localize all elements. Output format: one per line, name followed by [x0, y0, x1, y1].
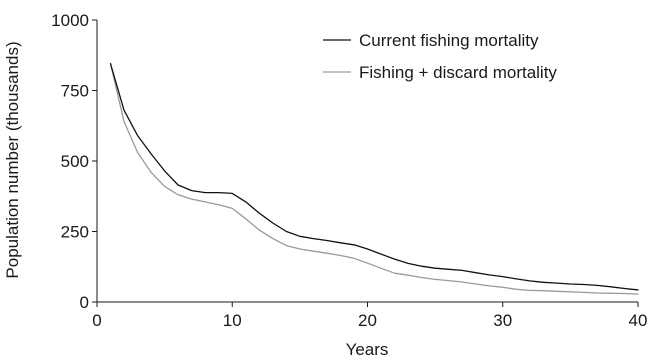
x-tick-label: 30: [493, 311, 512, 330]
series-line-current-fishing-mortality: [109, 63, 639, 291]
axes: 0 10 20 30 40 0 250 500 750 1000: [51, 11, 647, 330]
series-line-fishing-discard-mortality: [109, 63, 639, 295]
y-tick-label: 500: [61, 152, 89, 171]
x-axis-title: Years: [346, 340, 389, 359]
x-tick-label: 10: [223, 311, 242, 330]
x-tick-label: 20: [358, 311, 377, 330]
x-tick-label: 0: [92, 311, 101, 330]
legend-label: Fishing + discard mortality: [359, 63, 557, 82]
y-tick-label: 1000: [51, 11, 89, 30]
legend-label: Current fishing mortality: [359, 31, 539, 50]
y-tick-label: 0: [80, 293, 89, 312]
legend: Current fishing mortality Fishing + disca…: [323, 31, 557, 82]
series-layer: [109, 63, 639, 295]
y-ticks: 0 250 500 750 1000: [51, 11, 97, 312]
x-tick-label: 40: [629, 311, 648, 330]
x-ticks: 0 10 20 30 40: [92, 302, 647, 330]
y-tick-label: 750: [61, 82, 89, 101]
y-axis-title: Population number (thousands): [3, 41, 22, 278]
y-tick-label: 250: [61, 223, 89, 242]
